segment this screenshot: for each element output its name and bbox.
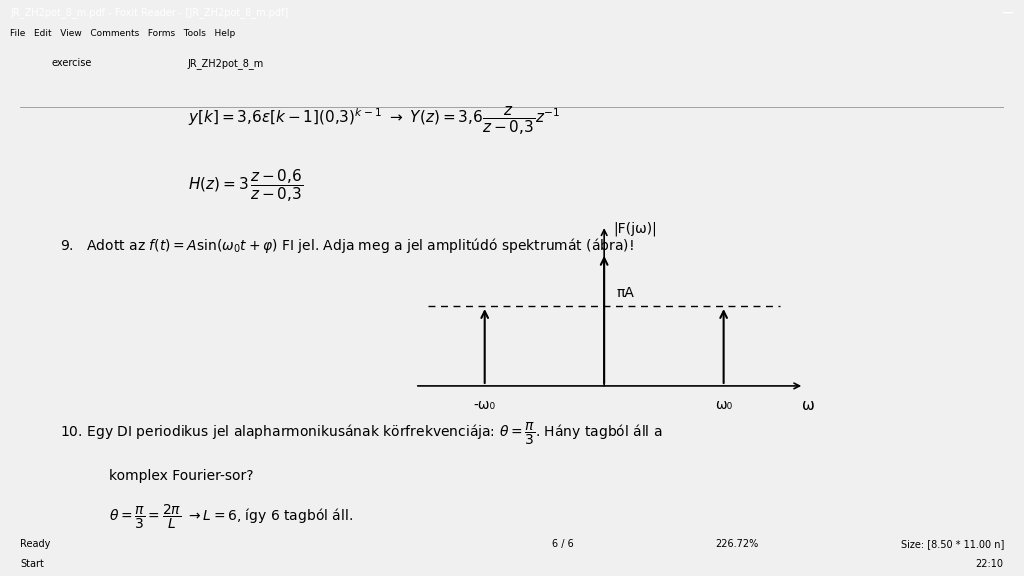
Text: File   Edit   View   Comments   Forms   Tools   Help: File Edit View Comments Forms Tools Help: [10, 29, 236, 37]
Text: $y[k]=3{,}6\varepsilon[k-1](0{,}3)^{k-1}\ \rightarrow\ Y(z)=3{,}6\dfrac{z}{z-0{,: $y[k]=3{,}6\varepsilon[k-1](0{,}3)^{k-1}…: [187, 105, 560, 137]
Text: 226.72%: 226.72%: [716, 539, 759, 550]
Text: JR_ZH2pot_8_m.pdf - Foxit Reader - [JR_ZH2pot_8_m.pdf]: JR_ZH2pot_8_m.pdf - Foxit Reader - [JR_Z…: [10, 7, 289, 18]
Text: ω₀: ω₀: [715, 398, 732, 412]
Text: $\theta=\dfrac{\pi}{3}=\dfrac{2\pi}{L}\ \rightarrow L=6$, így 6 tagból áll.: $\theta=\dfrac{\pi}{3}=\dfrac{2\pi}{L}\ …: [109, 503, 353, 532]
Text: 22:10: 22:10: [976, 559, 1004, 570]
Text: exercise: exercise: [51, 58, 92, 69]
Text: ω: ω: [802, 398, 815, 413]
Text: 9.   Adott az $f(t)=A\sin(\omega_0 t+\varphi)$ FI jel. Adja meg a jel amplitúdó : 9. Adott az $f(t)=A\sin(\omega_0 t+\varp…: [59, 236, 634, 255]
Text: |F(jω)|: |F(jω)|: [613, 221, 657, 236]
Text: −: −: [999, 4, 1014, 22]
Text: 10. Egy DI periodikus jel alapharmonikusának körfrekvenciája: $\theta=\dfrac{\pi: 10. Egy DI periodikus jel alapharmonikus…: [59, 421, 663, 448]
Text: $H(z)=3\,\dfrac{z-0{,}6}{z-0{,}3}$: $H(z)=3\,\dfrac{z-0{,}6}{z-0{,}3}$: [187, 167, 303, 204]
Text: Size: [8.50 * 11.00 n]: Size: [8.50 * 11.00 n]: [901, 539, 1004, 550]
Text: Start: Start: [20, 559, 44, 570]
Text: -ω₀: -ω₀: [474, 398, 496, 412]
Text: 6 / 6: 6 / 6: [552, 539, 574, 550]
Text: πA: πA: [616, 286, 634, 300]
Text: JR_ZH2pot_8_m: JR_ZH2pot_8_m: [187, 58, 263, 69]
Text: komplex Fourier-sor?: komplex Fourier-sor?: [109, 469, 254, 483]
Text: Ready: Ready: [20, 539, 51, 550]
